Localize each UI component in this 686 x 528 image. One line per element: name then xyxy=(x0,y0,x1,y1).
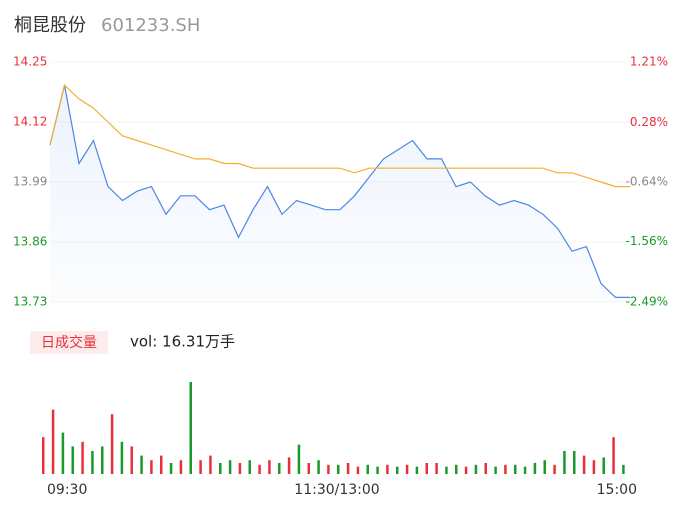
volume-bar xyxy=(573,451,576,474)
volume-bar xyxy=(445,466,448,474)
volume-bar xyxy=(91,451,94,474)
volume-bar xyxy=(405,464,409,474)
volume-bar xyxy=(602,457,605,474)
y2-tick-label: -2.49% xyxy=(626,295,668,309)
volume-bar xyxy=(258,464,261,474)
y2-tick-label: 0.28% xyxy=(630,115,668,129)
volume-bar xyxy=(592,460,596,474)
volume-bar xyxy=(435,462,438,474)
volume-bar xyxy=(543,460,546,474)
volume-bar xyxy=(504,464,507,474)
volume-bar xyxy=(150,460,153,474)
volume-bar xyxy=(287,457,291,474)
volume-bar xyxy=(425,462,428,474)
volume-bar xyxy=(396,466,399,474)
volume-bar xyxy=(101,446,104,474)
volume-bar xyxy=(376,466,379,474)
volume-label-box xyxy=(30,331,108,354)
stock-name: 桐昆股份 xyxy=(14,15,86,36)
x-tick-label: 11:30/13:00 xyxy=(294,482,379,498)
volume-bar xyxy=(51,409,55,474)
y-tick-label: 14.25 xyxy=(13,55,47,69)
volume-bar xyxy=(179,460,183,474)
volume-bar xyxy=(42,437,45,474)
volume-bar xyxy=(474,464,478,474)
volume-bar xyxy=(120,441,124,474)
avg-price-line xyxy=(49,83,630,188)
volume-bar xyxy=(268,460,271,474)
volume-bar xyxy=(169,462,173,474)
volume-bar xyxy=(219,462,222,474)
volume-bar xyxy=(356,466,360,474)
volume-bar xyxy=(238,462,242,474)
volume-bar xyxy=(337,464,340,474)
volume-bar xyxy=(523,466,527,474)
stock-code: 601233.SH xyxy=(101,15,200,36)
y-tick-label: 14.12 xyxy=(13,115,47,129)
volume-bar xyxy=(297,444,301,474)
volume-bar xyxy=(307,462,310,474)
volume-bar xyxy=(140,455,143,474)
volume-bar xyxy=(189,382,192,474)
volume-bar xyxy=(386,464,389,474)
volume-bar xyxy=(199,460,202,474)
volume-bar xyxy=(484,462,487,474)
y2-tick-label: 1.21% xyxy=(630,55,668,69)
x-tick-label: 09:30 xyxy=(47,482,87,498)
volume-bar xyxy=(415,466,419,474)
volume-bar xyxy=(563,451,566,474)
volume-bar xyxy=(582,455,586,474)
volume-label: 日成交量 xyxy=(41,334,97,351)
y-tick-label: 13.99 xyxy=(13,175,47,189)
y2-tick-label: -0.64% xyxy=(626,175,668,189)
volume-bar xyxy=(346,462,350,474)
x-tick-label: 15:00 xyxy=(597,482,637,498)
volume-bar xyxy=(455,464,458,474)
volume-bar xyxy=(494,466,497,474)
volume-bar xyxy=(130,446,133,474)
volume-bar xyxy=(514,464,517,474)
y-tick-label: 13.73 xyxy=(13,295,47,309)
volume-bar xyxy=(366,464,369,474)
price-area xyxy=(50,85,630,302)
volume-bar xyxy=(533,462,537,474)
volume-bar xyxy=(612,437,615,474)
volume-bar xyxy=(278,462,281,474)
price-line xyxy=(49,84,630,298)
volume-bar xyxy=(464,466,468,474)
volume-bar xyxy=(248,460,251,474)
volume-bar xyxy=(622,464,625,474)
volume-bar xyxy=(317,460,320,474)
volume-bar xyxy=(228,460,232,474)
volume-bar xyxy=(61,432,65,474)
volume-bar xyxy=(209,455,212,474)
volume-total: vol: 16.31万手 xyxy=(130,333,235,351)
volume-bar xyxy=(71,446,74,474)
volume-bar xyxy=(110,414,114,474)
volume-bar xyxy=(160,455,163,474)
y-tick-label: 13.86 xyxy=(13,235,47,249)
volume-bar xyxy=(553,464,556,474)
y2-tick-label: -1.56% xyxy=(626,234,668,248)
volume-bar xyxy=(81,441,84,474)
volume-bar xyxy=(327,464,330,474)
